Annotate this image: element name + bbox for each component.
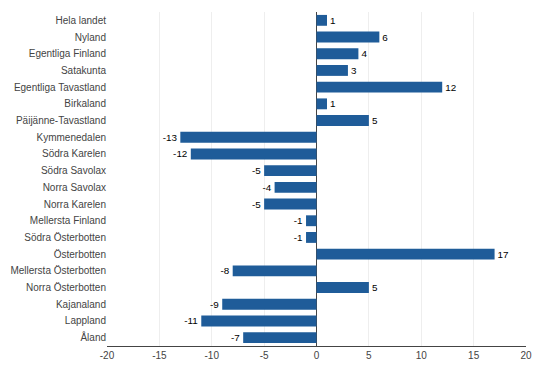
svg-text:Kymmenedalen: Kymmenedalen	[37, 132, 106, 143]
svg-text:Egentliga Finland: Egentliga Finland	[29, 48, 106, 59]
svg-text:Norra Karelen: Norra Karelen	[44, 199, 106, 210]
svg-text:Norra Savolax: Norra Savolax	[43, 182, 106, 193]
svg-text:Åland: Åland	[80, 331, 106, 343]
svg-text:0: 0	[314, 350, 320, 361]
svg-text:-12: -12	[173, 148, 187, 159]
svg-text:-1: -1	[294, 232, 303, 243]
svg-text:1: 1	[330, 15, 335, 26]
svg-text:Södra Karelen: Södra Karelen	[42, 148, 106, 159]
svg-text:5: 5	[372, 282, 378, 293]
svg-text:Lappland: Lappland	[65, 315, 106, 326]
svg-text:1: 1	[330, 98, 335, 109]
svg-text:5: 5	[366, 350, 372, 361]
svg-text:Nyland: Nyland	[75, 32, 106, 43]
svg-text:-9: -9	[210, 299, 219, 310]
svg-text:-1: -1	[294, 215, 303, 226]
svg-text:Norra Österbotten: Norra Österbotten	[26, 282, 106, 293]
svg-text:Mellersta Finland: Mellersta Finland	[30, 215, 106, 226]
svg-text:-11: -11	[184, 315, 198, 326]
svg-text:Hela landet: Hela landet	[55, 15, 106, 26]
svg-text:6: 6	[382, 32, 388, 43]
svg-text:-5: -5	[260, 350, 269, 361]
svg-text:Kajanaland: Kajanaland	[56, 299, 106, 310]
svg-text:-7: -7	[231, 332, 240, 343]
svg-text:-20: -20	[100, 350, 115, 361]
svg-text:Södra Österbotten: Södra Österbotten	[24, 232, 106, 243]
svg-text:10: 10	[416, 350, 428, 361]
svg-text:Päijänne-Tavastland: Päijänne-Tavastland	[16, 115, 106, 126]
svg-text:15: 15	[468, 350, 480, 361]
svg-text:Egentliga Tavastland: Egentliga Tavastland	[14, 82, 106, 93]
svg-text:-15: -15	[152, 350, 167, 361]
svg-text:-5: -5	[252, 165, 261, 176]
svg-text:-5: -5	[252, 199, 261, 210]
svg-text:Birkaland: Birkaland	[64, 98, 106, 109]
svg-text:Södra Savolax: Södra Savolax	[41, 165, 106, 176]
svg-text:4: 4	[361, 48, 367, 59]
svg-text:Mellersta Österbotten: Mellersta Österbotten	[10, 265, 106, 276]
svg-text:20: 20	[520, 350, 532, 361]
svg-text:3: 3	[351, 65, 357, 76]
svg-text:17: 17	[498, 249, 509, 260]
svg-text:5: 5	[372, 115, 378, 126]
svg-text:-4: -4	[262, 182, 271, 193]
svg-text:-13: -13	[163, 132, 178, 143]
svg-text:-8: -8	[220, 265, 229, 276]
svg-text:Österbotten: Österbotten	[54, 249, 106, 260]
svg-text:Satakunta: Satakunta	[61, 65, 106, 76]
svg-text:-10: -10	[205, 350, 220, 361]
svg-text:12: 12	[445, 82, 456, 93]
